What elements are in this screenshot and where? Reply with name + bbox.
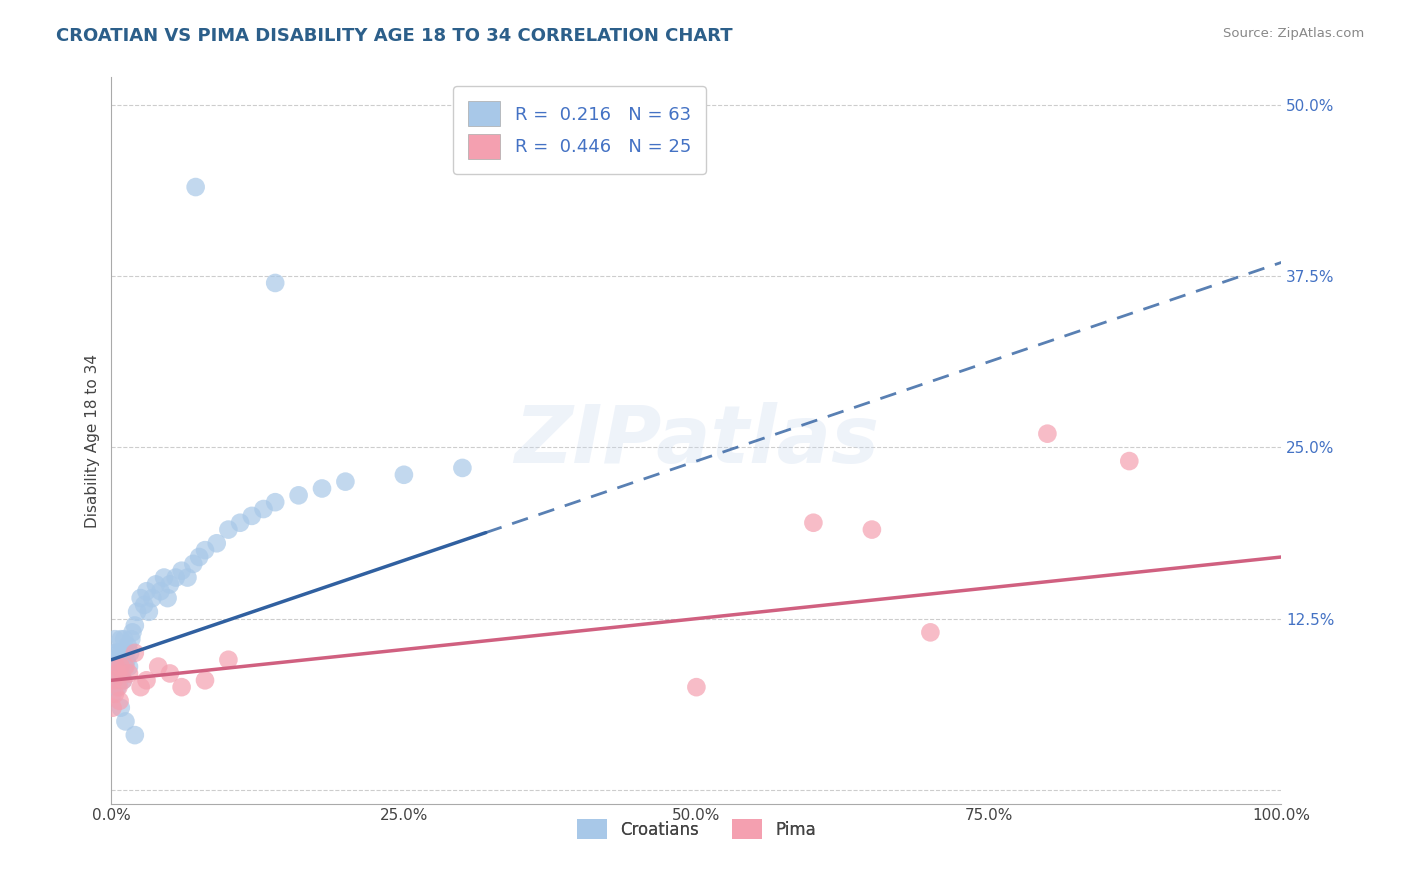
Point: [138, 605, 160, 619]
Point: [105, 653, 128, 667]
Point: [115, 653, 138, 667]
Point: [129, 680, 152, 694]
Point: [105, 646, 128, 660]
Point: [149, 584, 172, 599]
Point: [135, 673, 157, 688]
Point: [685, 680, 707, 694]
Point: [120, 632, 142, 647]
Point: [1118, 454, 1140, 468]
Point: [217, 653, 239, 667]
Point: [252, 502, 274, 516]
Point: [188, 549, 211, 564]
Point: [107, 653, 129, 667]
Point: [110, 632, 132, 647]
Point: [181, 557, 204, 571]
Point: [105, 659, 128, 673]
Point: [118, 659, 141, 673]
Point: [141, 591, 163, 606]
Text: ZIPatlas: ZIPatlas: [515, 401, 879, 480]
Point: [145, 577, 167, 591]
Point: [104, 646, 127, 660]
Point: [194, 673, 217, 688]
Text: CROATIAN VS PIMA DISABILITY AGE 18 TO 34 CORRELATION CHART: CROATIAN VS PIMA DISABILITY AGE 18 TO 34…: [56, 27, 733, 45]
Point: [114, 646, 136, 660]
Point: [105, 680, 128, 694]
Y-axis label: Disability Age 18 to 34: Disability Age 18 to 34: [86, 353, 100, 527]
Point: [176, 570, 198, 584]
Point: [101, 700, 124, 714]
Point: [159, 577, 181, 591]
Point: [240, 508, 263, 523]
Point: [229, 516, 252, 530]
Point: [165, 570, 187, 584]
Point: [217, 523, 239, 537]
Point: [335, 475, 357, 489]
Point: [170, 564, 193, 578]
Point: [135, 584, 157, 599]
Point: [104, 632, 127, 647]
Point: [111, 653, 134, 667]
Point: [108, 694, 131, 708]
Point: [920, 625, 942, 640]
Point: [107, 680, 129, 694]
Point: [156, 591, 179, 606]
Point: [103, 673, 125, 688]
Point: [205, 536, 228, 550]
Point: [124, 618, 146, 632]
Point: [1036, 426, 1059, 441]
Point: [127, 605, 149, 619]
Point: [118, 666, 141, 681]
Point: [148, 659, 170, 673]
Point: [159, 666, 181, 681]
Point: [114, 714, 136, 729]
Point: [103, 659, 125, 673]
Point: [111, 666, 134, 681]
Point: [101, 687, 124, 701]
Point: [451, 461, 474, 475]
Point: [103, 673, 125, 688]
Point: [112, 646, 135, 660]
Point: [264, 495, 287, 509]
Point: [311, 482, 333, 496]
Point: [134, 598, 156, 612]
Point: [112, 673, 135, 688]
Point: [117, 639, 139, 653]
Point: [184, 180, 207, 194]
Legend: Croatians, Pima: Croatians, Pima: [569, 813, 823, 847]
Point: [287, 488, 309, 502]
Point: [108, 673, 131, 688]
Point: [112, 632, 135, 647]
Point: [110, 659, 132, 673]
Point: [120, 646, 142, 660]
Point: [860, 523, 883, 537]
Point: [124, 646, 146, 660]
Point: [104, 687, 127, 701]
Point: [124, 728, 146, 742]
Point: [105, 666, 128, 681]
Point: [107, 666, 129, 681]
Point: [153, 570, 176, 584]
Point: [194, 543, 217, 558]
Point: [170, 680, 193, 694]
Point: [114, 659, 136, 673]
Point: [105, 666, 128, 681]
Point: [121, 625, 143, 640]
Point: [112, 673, 135, 688]
Point: [105, 659, 128, 673]
Point: [264, 276, 287, 290]
Text: Source: ZipAtlas.com: Source: ZipAtlas.com: [1223, 27, 1364, 40]
Point: [108, 659, 131, 673]
Point: [110, 700, 132, 714]
Point: [392, 467, 415, 482]
Point: [803, 516, 825, 530]
Point: [110, 646, 132, 660]
Point: [112, 659, 135, 673]
Point: [129, 591, 152, 606]
